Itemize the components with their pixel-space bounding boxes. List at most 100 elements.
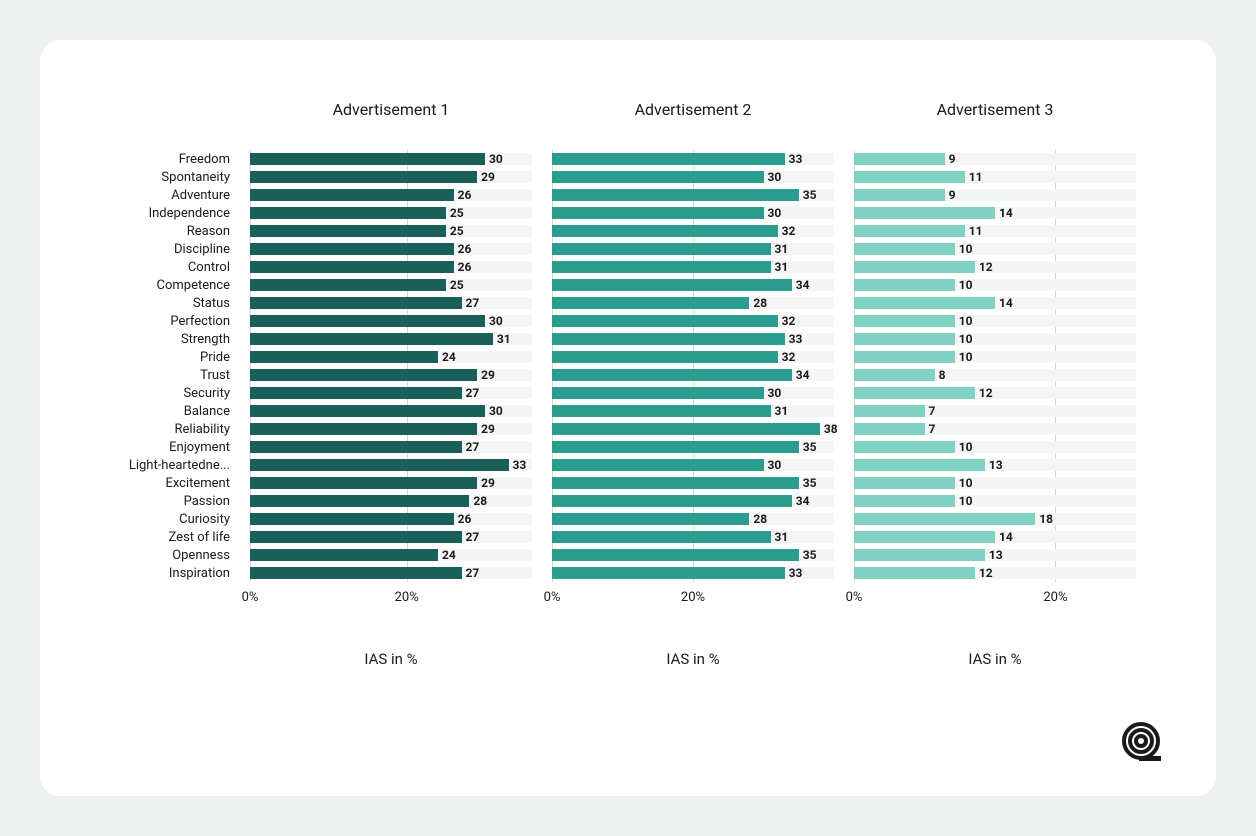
- category-label: Zest of life: [110, 528, 240, 546]
- panel-title: Advertisement 3: [854, 100, 1136, 150]
- bar-fill: [854, 477, 955, 489]
- bar-row: 32: [552, 312, 834, 330]
- bar-value: 24: [442, 548, 456, 562]
- bar-fill: [854, 207, 995, 219]
- bar-value: 25: [450, 224, 464, 238]
- bar-row: 33: [552, 150, 834, 168]
- brand-logo-icon: [1116, 716, 1166, 766]
- bar-fill: [250, 261, 454, 273]
- bar-fill: [552, 207, 764, 219]
- bar-row: 30: [250, 312, 532, 330]
- bar-value: 26: [458, 512, 472, 526]
- bar-fill: [552, 369, 792, 381]
- bar-value: 28: [753, 296, 767, 310]
- bar-fill: [854, 297, 995, 309]
- bar-row: 28: [552, 294, 834, 312]
- bar-row: 26: [250, 258, 532, 276]
- category-label: Security: [110, 384, 240, 402]
- bar-row: 38: [552, 420, 834, 438]
- x-axis: 0%20%: [250, 590, 532, 620]
- bar-fill: [552, 279, 792, 291]
- bar-row: 11: [854, 168, 1136, 186]
- category-label: Light-heartedne...: [110, 456, 240, 474]
- bar-fill: [854, 567, 975, 579]
- bar-row: 27: [250, 564, 532, 582]
- category-label: Enjoyment: [110, 438, 240, 456]
- bar-value: 29: [481, 422, 495, 436]
- bar-value: 14: [999, 296, 1013, 310]
- x-axis: 0%20%: [854, 590, 1136, 620]
- bar-row: 34: [552, 276, 834, 294]
- bar-fill: [854, 171, 965, 183]
- bar-value: 32: [782, 314, 796, 328]
- bar-value: 31: [497, 332, 511, 346]
- bar-value: 13: [989, 458, 1003, 472]
- bar-row: 32: [552, 222, 834, 240]
- bar-value: 14: [999, 206, 1013, 220]
- bar-value: 10: [959, 440, 973, 454]
- category-label: Trust: [110, 366, 240, 384]
- bar-row: 8: [854, 366, 1136, 384]
- bar-fill: [250, 513, 454, 525]
- bar-value: 12: [979, 566, 993, 580]
- bar-value: 11: [969, 224, 983, 238]
- bar-value: 31: [775, 530, 789, 544]
- x-axis-label: IAS in %: [250, 650, 532, 668]
- bar-value: 12: [979, 260, 993, 274]
- bar-value: 35: [803, 440, 817, 454]
- bar-row: 33: [552, 330, 834, 348]
- bars-area: 3029262525262625273031242927302927332928…: [250, 150, 532, 582]
- bar-value: 38: [824, 422, 838, 436]
- bar-row: 30: [552, 384, 834, 402]
- bar-value: 35: [803, 476, 817, 490]
- bar-row: 10: [854, 312, 1136, 330]
- bar-row: 10: [854, 330, 1136, 348]
- bar-row: 11: [854, 222, 1136, 240]
- bar-row: 35: [552, 546, 834, 564]
- bar-row: 35: [552, 438, 834, 456]
- bar-value: 33: [789, 152, 803, 166]
- bar-fill: [854, 387, 975, 399]
- bar-fill: [552, 333, 785, 345]
- bar-fill: [854, 549, 985, 561]
- bar-row: 32: [552, 348, 834, 366]
- bar-value: 10: [959, 242, 973, 256]
- x-axis-label: IAS in %: [552, 650, 834, 668]
- category-label: Pride: [110, 348, 240, 366]
- bar-row: 18: [854, 510, 1136, 528]
- bar-fill: [552, 495, 792, 507]
- bar-value: 10: [959, 332, 973, 346]
- bar-fill: [250, 153, 485, 165]
- bar-value: 9: [949, 152, 956, 166]
- bar-fill: [250, 369, 477, 381]
- bar-value: 29: [481, 368, 495, 382]
- bar-row: 13: [854, 456, 1136, 474]
- bar-fill: [552, 261, 771, 273]
- bar-fill: [250, 351, 438, 363]
- bar-fill: [250, 549, 438, 561]
- bar-fill: [552, 441, 799, 453]
- x-axis: 0%20%: [552, 590, 834, 620]
- bar-value: 29: [481, 476, 495, 490]
- bar-row: 12: [854, 564, 1136, 582]
- axis-tick: 20%: [395, 590, 419, 605]
- bar-fill: [854, 351, 955, 363]
- bar-value: 26: [458, 242, 472, 256]
- bar-fill: [552, 567, 785, 579]
- category-label: Passion: [110, 492, 240, 510]
- bar-fill: [854, 405, 925, 417]
- panels-container: Advertisement 13029262525262625273031242…: [240, 100, 1146, 668]
- category-label: Freedom: [110, 150, 240, 168]
- bar-fill: [250, 279, 446, 291]
- bar-fill: [250, 477, 477, 489]
- bar-row: 29: [250, 420, 532, 438]
- bar-value: 30: [768, 206, 782, 220]
- bar-fill: [552, 315, 778, 327]
- bar-fill: [250, 297, 462, 309]
- bar-value: 31: [775, 260, 789, 274]
- bar-fill: [552, 423, 820, 435]
- bar-row: 9: [854, 150, 1136, 168]
- bar-row: 34: [552, 366, 834, 384]
- bar-fill: [854, 423, 925, 435]
- bar-fill: [552, 243, 771, 255]
